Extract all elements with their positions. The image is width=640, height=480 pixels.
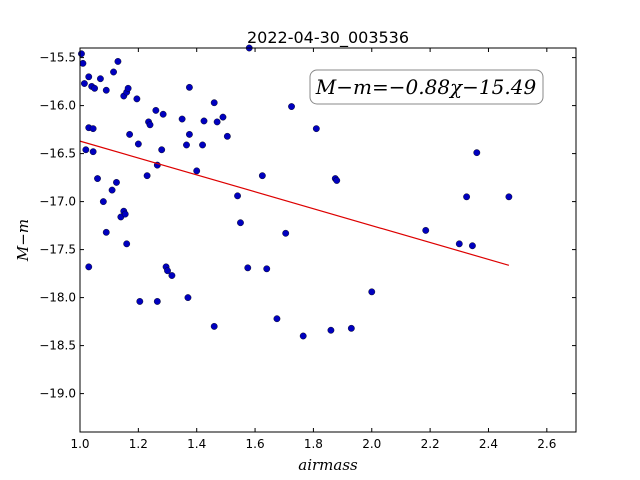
- data-point: [210, 322, 218, 330]
- data-point: [99, 198, 107, 206]
- x-tick-label: 2.0: [362, 437, 381, 451]
- data-point: [473, 149, 481, 157]
- data-point: [213, 118, 221, 126]
- x-tick-label: 2.6: [537, 437, 556, 451]
- data-point: [158, 146, 166, 154]
- plot-area: [78, 44, 513, 340]
- y-axis-label: M−m: [14, 219, 32, 262]
- data-point: [85, 73, 93, 81]
- data-point: [333, 177, 341, 184]
- chart-title: 2022-04-30_003536: [247, 28, 409, 48]
- x-axis: 1.0 1.2 1.4 1.6 1.8 2.0 2.2 2.4 2.6: [70, 48, 556, 451]
- data-point: [146, 121, 154, 129]
- data-point: [85, 263, 93, 271]
- data-point: [200, 117, 208, 125]
- y-tick-label: −17.5: [39, 243, 76, 257]
- data-point: [91, 84, 98, 92]
- data-point: [258, 172, 266, 180]
- data-point: [186, 83, 193, 91]
- data-point: [79, 59, 87, 67]
- data-point: [184, 294, 192, 301]
- x-tick-label: 2.2: [421, 437, 440, 451]
- data-point: [134, 140, 142, 148]
- data-point: [80, 80, 88, 87]
- data-point: [234, 192, 241, 200]
- x-tick-label: 1.6: [246, 437, 265, 451]
- data-point: [102, 228, 110, 236]
- data-point: [288, 103, 295, 110]
- data-point: [237, 219, 244, 227]
- y-axis: −15.5 −16.0 −16.5 −17.0 −17.5 −18.0 −18.5 −19.0: [39, 51, 576, 401]
- data-point: [282, 229, 290, 237]
- data-point: [193, 167, 201, 175]
- data-point: [210, 99, 218, 107]
- data-point: [505, 193, 513, 201]
- data-point: [422, 226, 430, 234]
- fit-annotation: M−m=−0.88χ−15.49: [309, 69, 544, 105]
- y-tick-label: −18.5: [39, 339, 76, 353]
- data-point: [136, 298, 144, 305]
- annotation-text: M−m=−0.88χ−15.49: [315, 75, 537, 99]
- data-point: [273, 315, 281, 323]
- annotation-box: [309, 69, 544, 105]
- data-point: [199, 141, 206, 149]
- data-point: [455, 240, 463, 248]
- data-point: [223, 132, 231, 140]
- data-point: [347, 324, 355, 332]
- data-point: [124, 84, 132, 92]
- y-tick-label: −16.5: [39, 147, 76, 161]
- data-point: [143, 172, 151, 180]
- data-point: [114, 58, 122, 65]
- y-tick-label: −17.0: [39, 195, 76, 209]
- data-point: [463, 193, 470, 201]
- data-point: [186, 130, 193, 138]
- y-tick-label: −18.0: [39, 291, 76, 305]
- data-point: [219, 113, 227, 121]
- data-point: [368, 288, 376, 296]
- x-tick-label: 2.4: [479, 437, 498, 451]
- data-point: [126, 130, 134, 138]
- data-point: [159, 110, 167, 118]
- data-point: [94, 175, 101, 182]
- x-tick-label: 1.4: [187, 437, 206, 451]
- data-point: [168, 272, 176, 279]
- data-point: [183, 141, 190, 149]
- x-tick-label: 1.8: [304, 437, 323, 451]
- data-point: [263, 265, 271, 273]
- data-point: [123, 240, 131, 248]
- data-point: [244, 264, 252, 272]
- plot-frame: [79, 47, 577, 433]
- data-point: [97, 75, 104, 83]
- x-axis-label: airmass: [298, 456, 358, 474]
- fit-line: [79, 140, 510, 266]
- y-tick-label: −15.5: [39, 51, 76, 65]
- data-point: [164, 267, 171, 275]
- data-point: [108, 186, 116, 194]
- data-point: [89, 125, 97, 133]
- data-point: [121, 210, 129, 218]
- data-point: [178, 115, 186, 123]
- data-point: [469, 242, 476, 250]
- data-point: [152, 107, 160, 114]
- data-point: [299, 332, 307, 340]
- data-point: [110, 68, 117, 76]
- x-tick-label: 1.2: [129, 437, 148, 451]
- data-point: [102, 86, 110, 94]
- y-tick-label: −16.0: [39, 99, 76, 113]
- y-tick-label: −19.0: [39, 387, 76, 401]
- data-point: [327, 326, 335, 334]
- data-point: [133, 95, 141, 103]
- data-point: [78, 50, 85, 58]
- data-point: [82, 146, 90, 154]
- data-point: [312, 125, 320, 133]
- data-point: [153, 298, 161, 305]
- data-point: [113, 178, 120, 186]
- data-point: [89, 148, 97, 156]
- x-tick-label: 1.0: [70, 437, 89, 451]
